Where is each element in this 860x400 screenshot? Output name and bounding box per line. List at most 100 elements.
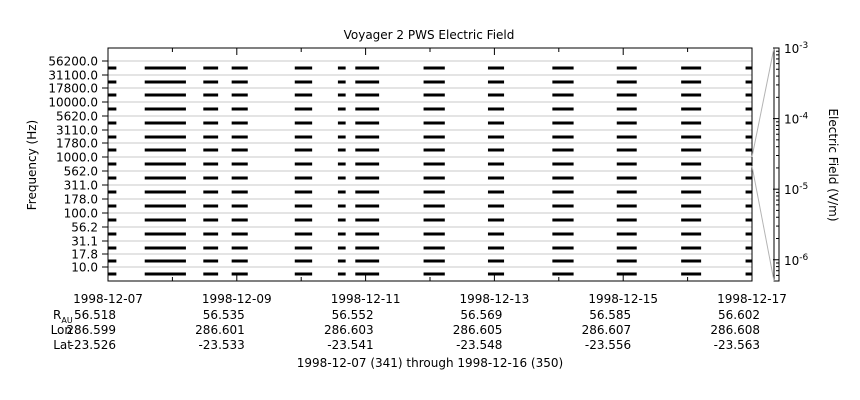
data-segment (552, 66, 574, 70)
data-segment (231, 80, 248, 84)
ephem-lat-value: -23.541 (327, 338, 373, 352)
data-segment (355, 246, 380, 250)
data-segment (552, 190, 574, 194)
data-segment (616, 204, 637, 208)
data-segment (203, 259, 219, 263)
data-segment (108, 259, 117, 263)
data-segment (423, 204, 445, 208)
colorbar-connector (751, 47, 775, 158)
data-segment (144, 259, 186, 263)
data-segment (745, 80, 752, 84)
data-segment (144, 121, 186, 125)
data-segment (552, 218, 574, 222)
data-segment (337, 218, 346, 222)
data-segment (108, 148, 117, 152)
data-segment (423, 121, 445, 125)
data-segment (337, 107, 346, 111)
data-segment (231, 162, 248, 166)
data-segment (337, 135, 346, 139)
data-segment (423, 135, 445, 139)
data-segment (337, 272, 346, 276)
x-tick-label: 1998-12-17 (717, 292, 787, 306)
data-segment (294, 93, 313, 97)
data-segment (745, 190, 752, 194)
data-segment (355, 259, 380, 263)
ephem-lon-value: 286.603 (324, 323, 374, 337)
data-segment (231, 218, 248, 222)
data-segment (423, 259, 445, 263)
data-segment (681, 190, 702, 194)
data-segment (108, 272, 117, 276)
colorbar: 10-6 10-5 10-4 10-3 (751, 41, 809, 282)
data-segment (294, 259, 313, 263)
data-segment (337, 162, 346, 166)
data-segment (203, 135, 219, 139)
data-segment (144, 66, 186, 70)
data-segment (108, 107, 117, 111)
data-segment (552, 162, 574, 166)
data-segment (144, 232, 186, 236)
data-segment (487, 259, 505, 263)
data-segment (616, 218, 637, 222)
plot-area (102, 47, 753, 282)
x-tick-label: 1998-12-15 (588, 292, 658, 306)
data-segment (108, 162, 117, 166)
data-segment (552, 176, 574, 180)
colorbar-tick-label: 10-6 (784, 253, 809, 268)
y-tick-label: 3110.0 (56, 124, 98, 138)
data-segment (294, 135, 313, 139)
data-segment (144, 135, 186, 139)
y-tick-label: 1000.0 (56, 151, 98, 165)
data-segment (355, 107, 380, 111)
data-segment (355, 80, 380, 84)
data-segment (203, 93, 219, 97)
data-segment (337, 80, 346, 84)
data-segment (616, 107, 637, 111)
data-segment (231, 121, 248, 125)
data-segment (355, 218, 380, 222)
ephem-lon-value: 286.599 (66, 323, 116, 337)
data-segment (681, 259, 702, 263)
data-segment (203, 121, 219, 125)
data-segment (745, 246, 752, 250)
data-segment (294, 204, 313, 208)
data-segment (616, 246, 637, 250)
data-segment (423, 218, 445, 222)
data-segment (745, 204, 752, 208)
data-segment (487, 80, 505, 84)
data-segment (681, 135, 702, 139)
data-segment (231, 148, 248, 152)
data-segment (231, 259, 248, 263)
data-segment (487, 93, 505, 97)
data-segment (294, 107, 313, 111)
colorbar-title: Electric Field (V/m) (826, 108, 840, 221)
y-axis-title: Frequency (Hz) (25, 120, 39, 211)
data-segment (616, 93, 637, 97)
data-segment (355, 162, 380, 166)
data-segment (423, 272, 445, 276)
data-segment (681, 148, 702, 152)
data-segment (203, 176, 219, 180)
data-segment (487, 272, 505, 276)
ephem-r-value: 56.585 (589, 308, 631, 322)
data-segment (616, 232, 637, 236)
colorbar-connector (751, 165, 775, 282)
data-segment (745, 93, 752, 97)
y-tick-label: 31100.0 (48, 69, 98, 83)
data-segment (337, 121, 346, 125)
y-tick-label: 31.1 (71, 235, 98, 249)
data-segment (616, 259, 637, 263)
data-segment (203, 246, 219, 250)
data-segment (203, 66, 219, 70)
y-tick-label: 56.2 (71, 221, 98, 235)
data-segment (616, 121, 637, 125)
data-segment (294, 272, 313, 276)
data-segment (203, 232, 219, 236)
data-segment (203, 80, 219, 84)
y-tick-label: 562.0 (64, 165, 98, 179)
y-tick-label: 5620.0 (56, 110, 98, 124)
data-segment (552, 121, 574, 125)
data-segment (616, 80, 637, 84)
data-segment (231, 176, 248, 180)
